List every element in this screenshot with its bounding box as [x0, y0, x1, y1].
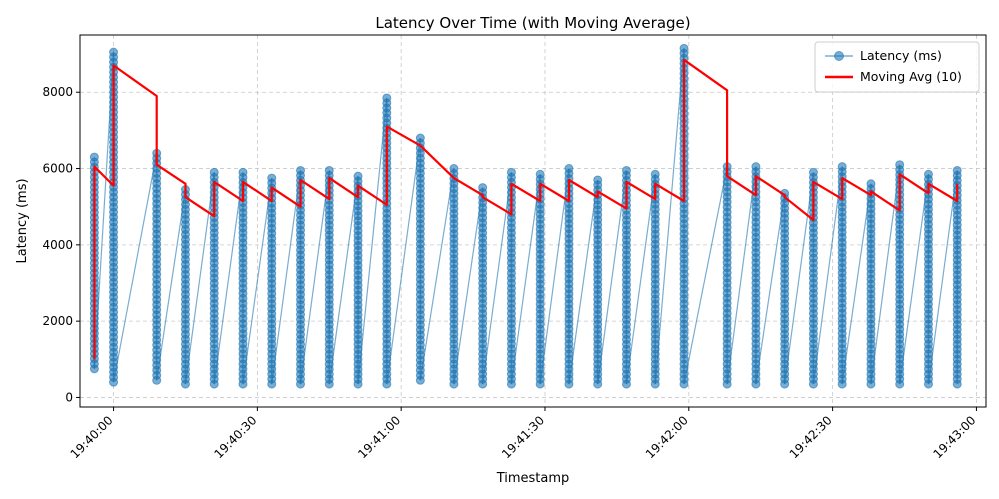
latency-connector-line	[386, 137, 421, 385]
latency-connector-line	[755, 193, 786, 385]
latency-connector-line	[453, 187, 484, 385]
latency-connector-line	[568, 179, 599, 385]
latency-connector-line	[271, 170, 302, 385]
moving-avg-series-layer	[93, 58, 959, 360]
legend-latency-marker-icon	[834, 51, 844, 61]
latency-connector-line	[419, 168, 455, 381]
latency-connector-line	[784, 172, 815, 385]
latency-connector-line	[242, 177, 273, 385]
latency-connector-line	[156, 189, 187, 381]
y-tick-label: 6000	[42, 162, 73, 176]
latency-connector-line	[213, 172, 244, 385]
latency-connector-line	[184, 172, 215, 385]
legend-box	[814, 41, 980, 93]
latency-connector-line	[482, 172, 513, 385]
legend-moving-avg-label: Moving Avg (10)	[860, 69, 962, 84]
latency-connector-line	[683, 166, 728, 385]
latency-connector-line	[899, 174, 930, 385]
latency-connector-line	[357, 97, 388, 385]
latency-connector-line	[654, 48, 685, 385]
y-tick-label: 8000	[42, 85, 73, 99]
latency-connector-line	[328, 176, 359, 385]
latency-connector-line	[625, 174, 656, 385]
plot-frame	[79, 34, 987, 408]
latency-connector-line	[812, 166, 843, 385]
latency-connector-line	[870, 164, 901, 385]
latency-connector-line	[726, 166, 757, 385]
y-tick-label: 0	[65, 390, 73, 404]
latency-connector-line	[539, 168, 570, 385]
latency-point	[952, 379, 962, 389]
latency-connector-line	[927, 170, 958, 385]
latency-series-layer	[89, 43, 962, 389]
latency-connector-line	[841, 183, 872, 385]
y-axis-title: Latency (ms)	[15, 178, 30, 263]
latency-connector-line	[112, 153, 158, 383]
latency-connector-line	[510, 174, 541, 385]
x-axis-title: Timestamp	[496, 471, 570, 486]
legend: Latency (ms) Moving Avg (10)	[814, 41, 980, 93]
moving-avg-line	[93, 58, 959, 360]
chart-title: Latency Over Time (with Moving Average)	[375, 14, 690, 32]
y-tick-label: 4000	[42, 238, 73, 252]
legend-latency-label: Latency (ms)	[860, 48, 942, 63]
y-tick-label: 2000	[42, 314, 73, 328]
latency-connector-line	[299, 170, 330, 385]
